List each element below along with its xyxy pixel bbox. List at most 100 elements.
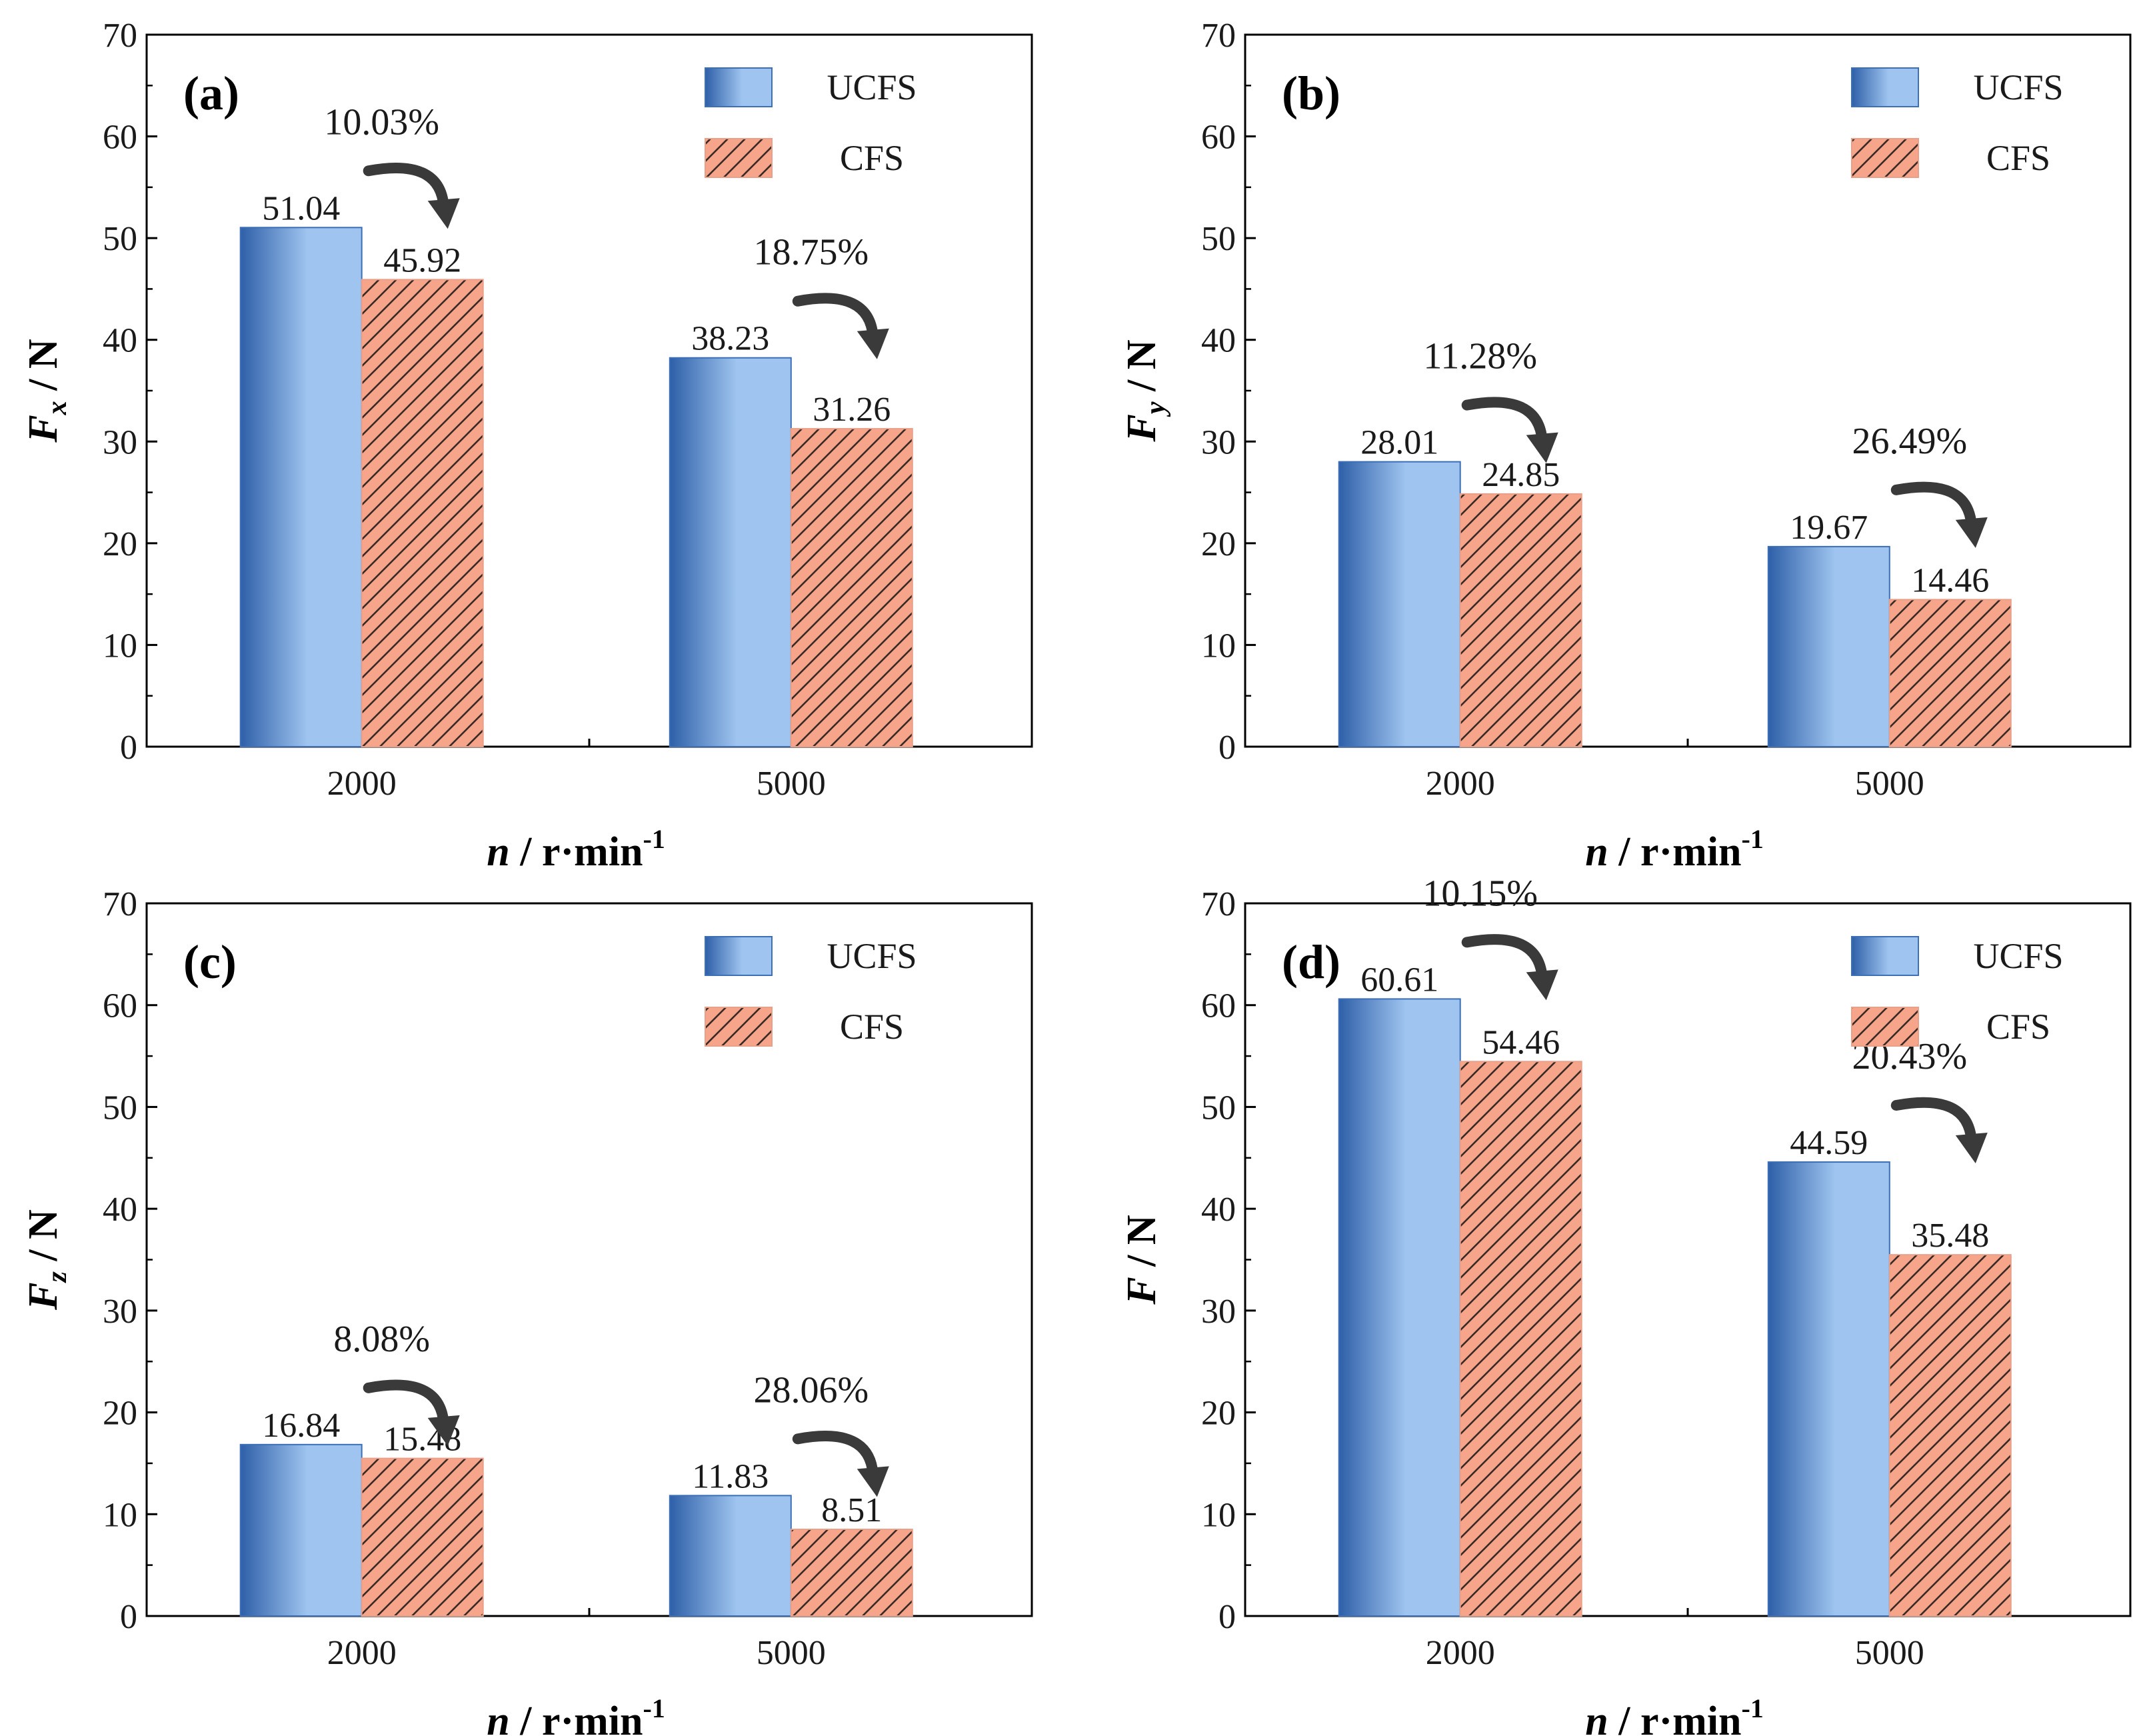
bar-ucfs bbox=[669, 1495, 792, 1617]
y-tick-label: 0 bbox=[120, 1598, 137, 1636]
y-tick-label: 30 bbox=[1201, 1293, 1236, 1331]
y-tick-label: 40 bbox=[1201, 1191, 1236, 1229]
x-axis-title: n / r·min-1 bbox=[487, 1693, 665, 1736]
y-tick-label: 70 bbox=[103, 17, 137, 55]
legend-label-cfs: CFS bbox=[840, 1007, 904, 1047]
panel-label: (c) bbox=[183, 935, 237, 989]
y-tick-label: 60 bbox=[1201, 987, 1236, 1025]
legend-swatch-ucfs bbox=[705, 936, 773, 976]
y-tick-label: 50 bbox=[103, 220, 137, 258]
data-label-cfs: 8.51 bbox=[821, 1491, 882, 1529]
y-axis-subscript: z bbox=[42, 1271, 73, 1284]
y-tick-label: 40 bbox=[103, 1191, 137, 1229]
bar-cfs bbox=[1888, 1254, 2012, 1617]
y-tick-label: 10 bbox=[103, 1496, 137, 1534]
y-axis-unit: / N bbox=[1119, 1215, 1164, 1277]
bar-cfs bbox=[790, 1529, 913, 1617]
y-axis-title: Fy / N bbox=[1119, 339, 1171, 442]
data-label-ucfs: 38.23 bbox=[691, 320, 769, 358]
data-label-ucfs: 44.59 bbox=[1790, 1124, 1868, 1162]
reduction-label: 26.49% bbox=[1852, 421, 1967, 462]
data-label-ucfs: 19.67 bbox=[1790, 509, 1868, 547]
data-label-cfs: 14.46 bbox=[1911, 561, 1989, 599]
x-axis-title: n / r·min-1 bbox=[487, 824, 665, 875]
y-tick-label: 40 bbox=[1201, 322, 1236, 360]
x-axis-unit: / r·min bbox=[1608, 1699, 1742, 1736]
legend-label-ucfs: UCFS bbox=[1973, 67, 2063, 107]
legend-label-cfs: CFS bbox=[840, 138, 904, 178]
reduction-label: 18.75% bbox=[753, 232, 869, 273]
x-axis-symbol: n bbox=[487, 829, 509, 875]
bar-cfs bbox=[361, 279, 484, 747]
bar-cfs bbox=[1888, 599, 2012, 747]
data-label-ucfs: 16.84 bbox=[262, 1407, 340, 1445]
reduction-arrow bbox=[1461, 397, 1548, 446]
y-tick-label: 40 bbox=[103, 322, 137, 360]
y-tick-label: 20 bbox=[103, 1395, 137, 1433]
x-axis-superscript: -1 bbox=[1742, 824, 1764, 854]
reduction-label: 10.03% bbox=[324, 101, 439, 143]
panel-label: (d) bbox=[1282, 935, 1340, 989]
x-tick-label: 2000 bbox=[327, 765, 397, 803]
y-tick-label: 30 bbox=[1201, 423, 1236, 461]
panel-b: 0 10 20 30 40 50 60 70 2000 5000 28.01 24.85 11.28% 1… bbox=[1119, 17, 2132, 875]
x-axis-symbol: n bbox=[487, 1699, 509, 1736]
data-label-ucfs: 51.04 bbox=[262, 189, 340, 227]
y-axis-symbol: F bbox=[21, 415, 66, 443]
reduction-arrow bbox=[1461, 934, 1548, 983]
reduction-arrowhead bbox=[1526, 432, 1558, 463]
data-label-cfs: 45.92 bbox=[383, 241, 461, 279]
reduction-label: 11.28% bbox=[1423, 336, 1537, 377]
y-tick-label: 70 bbox=[103, 885, 137, 923]
reduction-label: 28.06% bbox=[753, 1369, 869, 1411]
legend-swatch-cfs bbox=[705, 138, 773, 178]
y-axis-symbol: F bbox=[1119, 1277, 1164, 1305]
reduction-arrow bbox=[792, 293, 879, 342]
reduction-arrow bbox=[363, 1379, 449, 1429]
reduction-arrowhead bbox=[427, 1415, 460, 1446]
y-tick-label: 60 bbox=[103, 119, 137, 157]
legend-swatch-cfs bbox=[1851, 138, 1919, 178]
bar-ucfs bbox=[669, 357, 792, 747]
y-axis-symbol: F bbox=[21, 1283, 66, 1311]
legend-swatch-ucfs bbox=[1851, 67, 1919, 107]
y-tick-label: 70 bbox=[1201, 885, 1236, 923]
y-tick-label: 70 bbox=[1201, 17, 1236, 55]
x-axis-unit: / r·min bbox=[1608, 829, 1742, 875]
bar-ucfs bbox=[1338, 461, 1461, 747]
bar-ucfs bbox=[239, 227, 363, 747]
bar-cfs bbox=[790, 428, 913, 747]
x-axis-superscript: -1 bbox=[643, 1693, 665, 1723]
data-label-ucfs: 11.83 bbox=[692, 1457, 769, 1495]
panel-d: 0 10 20 30 40 50 60 70 2000 5000 60.61 54.46 10.15% 4… bbox=[1119, 873, 2132, 1736]
panel-label: (b) bbox=[1282, 67, 1340, 120]
legend-label-ucfs: UCFS bbox=[827, 936, 917, 976]
panel-a: 0 10 20 30 40 50 60 70 2000 5000 51.04 45.92 10.03% 3… bbox=[21, 17, 1033, 875]
x-tick-label: 5000 bbox=[1855, 765, 1924, 803]
bar-cfs bbox=[1459, 1061, 1582, 1617]
reduction-label: 8.08% bbox=[333, 1319, 430, 1360]
x-tick-label: 5000 bbox=[757, 765, 826, 803]
data-label-ucfs: 60.61 bbox=[1360, 961, 1438, 999]
y-tick-label: 50 bbox=[103, 1089, 137, 1127]
bar-ucfs bbox=[1767, 545, 1890, 748]
y-tick-label: 20 bbox=[1201, 1395, 1236, 1433]
reduction-arrow bbox=[1890, 1097, 1977, 1147]
legend-label-ucfs: UCFS bbox=[1973, 936, 2063, 976]
y-axis-unit: / N bbox=[21, 339, 66, 401]
y-axis-symbol: F bbox=[1119, 414, 1164, 442]
panel-label: (a) bbox=[183, 67, 239, 120]
x-axis-unit: / r·min bbox=[510, 829, 643, 875]
x-tick-label: 2000 bbox=[1426, 765, 1495, 803]
x-tick-label: 2000 bbox=[1426, 1634, 1495, 1672]
y-axis-unit: / N bbox=[21, 1209, 66, 1271]
data-label-cfs: 54.46 bbox=[1482, 1023, 1560, 1061]
y-axis-unit: / N bbox=[1119, 339, 1164, 401]
reduction-arrowhead bbox=[1526, 969, 1558, 1001]
y-axis-title: Fz / N bbox=[21, 1209, 73, 1311]
y-tick-label: 30 bbox=[103, 1293, 137, 1331]
y-tick-label: 20 bbox=[1201, 525, 1236, 563]
y-tick-label: 50 bbox=[1201, 1089, 1236, 1127]
legend-swatch-cfs bbox=[1851, 1007, 1919, 1047]
